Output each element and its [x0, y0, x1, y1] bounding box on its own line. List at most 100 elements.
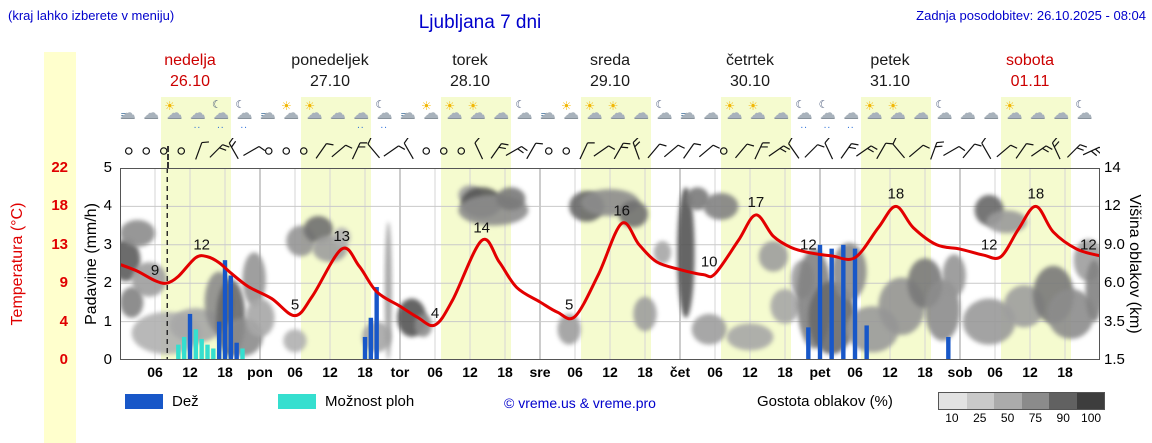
cloud-density-cell: [1049, 393, 1077, 409]
time-tick-label: tor: [390, 364, 410, 380]
page-title: Ljubljana 7 dni: [418, 12, 542, 33]
wind-barb-icon: [768, 145, 791, 157]
day-name: nedelja: [164, 52, 216, 69]
cloud-density-scale: [938, 392, 1105, 410]
day-header: četrtek 30.10: [680, 52, 820, 91]
day-date: 31.10: [869, 73, 911, 90]
temperature-tick: 22: [51, 159, 68, 176]
weather-icons-row: ≡ ☁ ☁ ☀ ☁ ☁ ∙∙ ☾ ☁ ∙∙ ☾ ☁ ∙∙ ≡ ☁ ☀ ☁ ☀ ☁ ☁ ☁ ∙∙ ☾ ☁ ∙∙ ≡ ☁ ☀ ☁ ☀ ☁ ☀ ☁ ☁ ☾…: [120, 99, 1100, 137]
mooncloud-icon: ☾ ☁: [655, 99, 673, 122]
wind-barb-icon: [876, 142, 893, 160]
wind-barb-icon: [243, 145, 266, 157]
wind-barb-icon: [613, 142, 631, 160]
svg-text:5: 5: [565, 296, 573, 313]
wind-barb-icon: [474, 138, 484, 160]
cloud-icon: ☁: [1053, 105, 1069, 122]
day-date: 30.10: [729, 73, 771, 90]
shower-legend-label: Možnost ploh: [325, 393, 415, 410]
day-header: ponedeljek 27.10: [260, 52, 400, 91]
mooncloud-icon: ☾ ☁: [935, 99, 953, 122]
current-time-marker: [167, 146, 170, 168]
suncloud-icon: ☀ ☁: [864, 99, 883, 122]
precip-tick: 2: [103, 274, 112, 292]
cloud-density-cell: [966, 393, 994, 409]
wind-barb-icon: [683, 143, 702, 159]
rain-legend-swatch: [125, 394, 163, 409]
suncloud-icon: ☀ ☁: [724, 99, 743, 122]
suncloud-icon: ☀ ☁: [561, 99, 579, 122]
rain-icon: ☁ ∙∙: [843, 105, 859, 133]
calm-wind-icon: [282, 147, 291, 155]
wind-barb-icon: [209, 144, 230, 158]
wind-barb-icon: [1066, 144, 1088, 158]
cloud-icon: ☁: [959, 105, 976, 122]
time-tick-label: 06: [147, 364, 163, 380]
cloud-density-value: 10: [945, 411, 959, 425]
rain-icon: ☁ ∙∙: [189, 105, 206, 133]
cloud-density-label: Gostota oblakov (%): [757, 393, 893, 410]
time-tick-label: 18: [1057, 364, 1073, 380]
wind-barb-icon: [579, 142, 595, 160]
wind-barbs-row: [124, 138, 1100, 160]
wind-barb-icon: [804, 144, 825, 158]
time-tick-label: sob: [947, 364, 973, 380]
meteogram-plot: 9 12 5 13 4 14 5 16 10 17 12 18 12 18 12: [120, 168, 1100, 360]
svg-text:5: 5: [291, 296, 299, 313]
svg-text:12: 12: [800, 237, 817, 254]
suncloud-icon: ☀ ☁: [1004, 99, 1023, 122]
suncloud-icon: ☀ ☁: [164, 99, 183, 122]
calm-wind-icon: [124, 147, 133, 155]
wind-barb-icon: [526, 142, 543, 160]
time-tick-label: 06: [847, 364, 863, 380]
suncloud-icon: ☀ ☁: [421, 99, 439, 122]
wind-barb-icon: [930, 141, 945, 160]
calm-wind-icon: [544, 147, 553, 155]
cloud-height-tick: 9.0: [1104, 235, 1125, 253]
svg-text:14: 14: [473, 220, 490, 237]
temperature-tick: 9: [59, 274, 68, 292]
day-name: ponedeljek: [291, 52, 369, 69]
wind-barb-icon: [1082, 146, 1100, 157]
credit-link[interactable]: © vreme.us & vreme.pro: [504, 395, 656, 411]
svg-text:17: 17: [747, 194, 764, 211]
calm-wind-icon: [457, 147, 466, 155]
wind-barb-icon: [698, 144, 720, 158]
rain-legend-label: Dež: [172, 393, 199, 410]
cloud-axis-label: Višina oblakov (km): [1126, 194, 1143, 334]
wind-barb-icon: [403, 138, 414, 160]
time-tick-label: sre: [529, 364, 551, 380]
wind-barb-icon: [996, 144, 1018, 158]
time-tick-label: 12: [882, 364, 898, 380]
day-header: petek 31.10: [820, 52, 960, 91]
time-tick-label: 06: [567, 364, 583, 380]
cloud-icon: ☁: [703, 105, 719, 122]
temperature-tick: 13: [51, 235, 68, 253]
wind-barb-icon: [824, 138, 834, 160]
suncloud-icon: ☀ ☁: [607, 99, 626, 122]
mooncloud-icon: ☾ ☁: [1075, 99, 1093, 122]
temperature-tick: 0: [59, 351, 68, 368]
day-name: petek: [870, 52, 910, 69]
day-header: sobota 01.11: [960, 52, 1100, 91]
fog-icon: ≡ ☁: [119, 105, 136, 123]
svg-text:16: 16: [613, 202, 630, 219]
calm-wind-icon: [439, 147, 448, 155]
time-tick-label: pon: [247, 364, 273, 380]
suncloud-icon: ☀ ☁: [584, 99, 603, 122]
day-date: 01.11: [1010, 73, 1050, 90]
cloud-density-scale-values: 10 25 50 75 90 100: [938, 411, 1105, 425]
time-tick-label: 12: [1022, 364, 1038, 380]
svg-text:13: 13: [333, 228, 350, 245]
cloud-density-cell: [1076, 393, 1104, 409]
time-tick-label: 12: [602, 364, 618, 380]
calm-wind-icon: [142, 147, 151, 155]
daylight-band: [440, 97, 511, 360]
cloud-height-tick: 3.5: [1104, 312, 1125, 330]
fog-icon: ≡ ☁: [539, 105, 556, 123]
shower-bars: [176, 329, 245, 360]
precip-tick: 5: [103, 159, 112, 176]
fog-icon: ≡ ☁: [259, 105, 276, 123]
time-tick-label: 12: [462, 364, 478, 380]
wind-barb-icon: [351, 142, 368, 160]
